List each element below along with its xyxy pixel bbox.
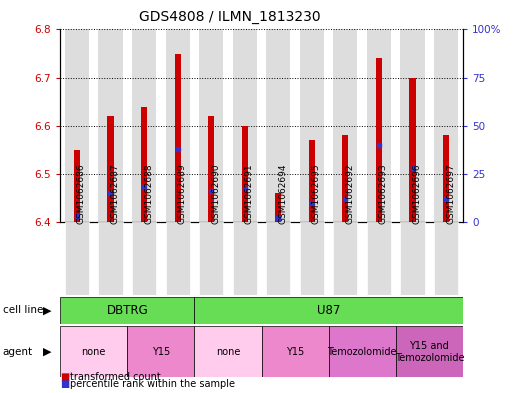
- Bar: [333, 29, 358, 222]
- Bar: [199, 222, 223, 295]
- Bar: [132, 29, 156, 222]
- Text: GSM1062686: GSM1062686: [77, 163, 86, 224]
- Text: cell line: cell line: [3, 305, 43, 316]
- Bar: [242, 126, 248, 222]
- Bar: [401, 222, 425, 295]
- Bar: [60, 326, 127, 377]
- Text: ■: ■: [60, 379, 70, 389]
- Text: Y15: Y15: [286, 347, 304, 357]
- Bar: [410, 78, 416, 222]
- Bar: [199, 29, 223, 222]
- Text: GDS4808 / ILMN_1813230: GDS4808 / ILMN_1813230: [139, 10, 321, 24]
- Text: Y15: Y15: [152, 347, 170, 357]
- Text: GSM1062690: GSM1062690: [211, 163, 220, 224]
- Text: none: none: [216, 347, 240, 357]
- Bar: [98, 29, 122, 222]
- Text: transformed count: transformed count: [70, 372, 161, 382]
- Bar: [275, 193, 281, 222]
- Bar: [434, 29, 458, 222]
- Text: DBTRG: DBTRG: [106, 304, 148, 317]
- Text: agent: agent: [3, 347, 33, 357]
- Text: ▶: ▶: [43, 305, 51, 316]
- Text: Y15 and
Temozolomide: Y15 and Temozolomide: [394, 341, 464, 362]
- Text: GSM1062693: GSM1062693: [379, 163, 388, 224]
- Text: GSM1062694: GSM1062694: [278, 164, 287, 224]
- Bar: [262, 326, 328, 377]
- Bar: [233, 29, 257, 222]
- Bar: [175, 53, 180, 222]
- Bar: [434, 222, 458, 295]
- Bar: [328, 326, 396, 377]
- Bar: [266, 29, 290, 222]
- Text: ▶: ▶: [43, 347, 51, 357]
- Bar: [195, 297, 463, 324]
- Text: GSM1062688: GSM1062688: [144, 163, 153, 224]
- Text: GSM1062687: GSM1062687: [110, 163, 119, 224]
- Bar: [98, 222, 122, 295]
- Bar: [300, 29, 324, 222]
- Bar: [333, 222, 358, 295]
- Bar: [132, 222, 156, 295]
- Bar: [367, 222, 391, 295]
- Bar: [127, 326, 195, 377]
- Bar: [165, 29, 190, 222]
- Bar: [107, 116, 113, 222]
- Text: percentile rank within the sample: percentile rank within the sample: [70, 379, 234, 389]
- Bar: [266, 222, 290, 295]
- Text: GSM1062691: GSM1062691: [245, 163, 254, 224]
- Bar: [443, 136, 449, 222]
- Bar: [65, 222, 89, 295]
- Bar: [401, 29, 425, 222]
- Bar: [376, 59, 382, 222]
- Bar: [74, 150, 80, 222]
- Text: GSM1062692: GSM1062692: [345, 164, 355, 224]
- Bar: [233, 222, 257, 295]
- Bar: [65, 29, 89, 222]
- Text: GSM1062696: GSM1062696: [413, 163, 422, 224]
- Text: GSM1062695: GSM1062695: [312, 163, 321, 224]
- Bar: [141, 107, 147, 222]
- Bar: [60, 297, 195, 324]
- Bar: [343, 136, 348, 222]
- Text: Temozolomide: Temozolomide: [327, 347, 397, 357]
- Bar: [367, 29, 391, 222]
- Text: GSM1062697: GSM1062697: [446, 163, 455, 224]
- Text: U87: U87: [317, 304, 340, 317]
- Bar: [208, 116, 214, 222]
- Bar: [396, 326, 463, 377]
- Text: GSM1062689: GSM1062689: [178, 163, 187, 224]
- Text: none: none: [82, 347, 106, 357]
- Bar: [195, 326, 262, 377]
- Bar: [165, 222, 190, 295]
- Bar: [309, 140, 315, 222]
- Text: ■: ■: [60, 372, 70, 382]
- Bar: [300, 222, 324, 295]
